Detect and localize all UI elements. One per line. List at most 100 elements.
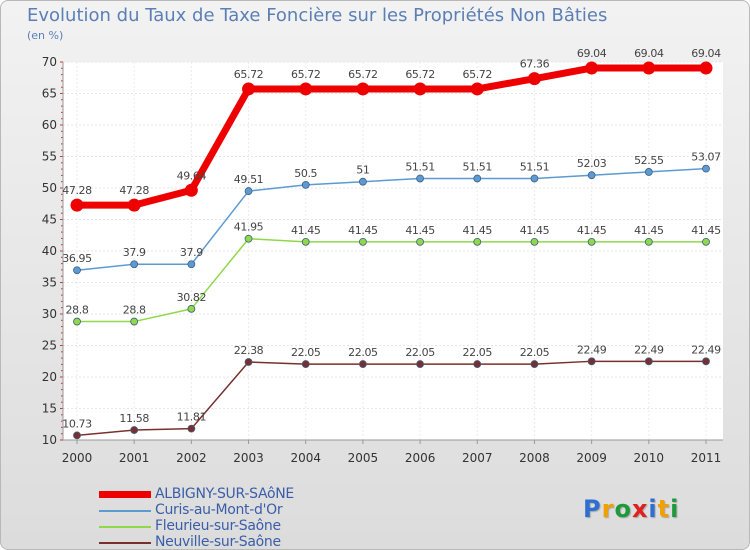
- x-tick-label: 2001: [119, 451, 150, 465]
- data-label: 65.72: [291, 68, 321, 81]
- data-point: [702, 357, 710, 366]
- data-point: [244, 358, 253, 366]
- data-point: [73, 317, 81, 326]
- data-point: [413, 82, 427, 96]
- y-tick-label: 10: [42, 433, 57, 447]
- x-tick-label: 2006: [405, 451, 436, 465]
- data-point: [587, 171, 596, 180]
- series-line: [73, 64, 710, 209]
- data-label: 65.72: [348, 68, 378, 81]
- data-label: 51.51: [520, 160, 550, 173]
- data-label: 22.49: [634, 343, 664, 356]
- data-label: 41.45: [405, 224, 435, 237]
- data-label: 41.95: [234, 221, 264, 234]
- data-point: [73, 266, 81, 275]
- data-label: 37.9: [180, 246, 203, 259]
- data-label: 41.45: [520, 224, 550, 237]
- data-point: [644, 357, 653, 366]
- data-label: 22.05: [291, 346, 321, 359]
- data-point: [642, 61, 656, 75]
- data-point: [127, 198, 141, 212]
- data-label: 41.45: [634, 224, 664, 237]
- data-label: 49.64: [177, 169, 207, 182]
- y-axis-unit-label: (en %): [27, 29, 64, 42]
- data-label: 10.73: [62, 417, 92, 430]
- data-point: [356, 82, 370, 96]
- data-point: [301, 360, 310, 368]
- data-point: [73, 431, 81, 440]
- data-label: 22.05: [463, 346, 493, 359]
- data-label: 41.45: [291, 224, 321, 237]
- data-label: 51.51: [463, 160, 493, 173]
- logo-letter: i: [648, 495, 658, 523]
- y-tick-label: 30: [42, 307, 57, 321]
- data-label: 53.07: [691, 151, 721, 164]
- y-tick-label: 25: [42, 339, 57, 353]
- data-label: 22.49: [691, 343, 721, 356]
- y-tick-label: 45: [42, 213, 57, 227]
- data-label: 65.72: [405, 68, 435, 81]
- x-tick-label: 2002: [176, 451, 207, 465]
- data-point: [359, 177, 367, 186]
- chart-title: Evolution du Taux de Taxe Foncière sur l…: [27, 5, 608, 26]
- proxiti-logo: Proxiti: [583, 495, 679, 523]
- data-label: 22.05: [520, 346, 550, 359]
- data-label: 30.82: [177, 291, 207, 304]
- legend-label-fleurieu: Fleurieu-sur-Saône: [155, 518, 281, 534]
- y-tick-label: 20: [42, 370, 57, 384]
- data-point: [416, 360, 424, 368]
- data-label: 51: [356, 164, 369, 177]
- data-point: [585, 61, 599, 75]
- y-tick-label: 60: [42, 118, 57, 132]
- y-tick-label: 35: [42, 276, 57, 290]
- data-label: 69.04: [691, 47, 721, 60]
- logo-letter: x: [631, 495, 649, 523]
- legend-swatch-albigny: [99, 491, 151, 498]
- data-label: 28.8: [66, 304, 89, 317]
- data-point: [184, 183, 198, 197]
- data-point: [699, 61, 713, 75]
- data-label: 22.49: [577, 343, 607, 356]
- data-label: 65.72: [234, 68, 264, 81]
- data-point: [359, 360, 367, 368]
- y-tick-label: 65: [42, 87, 57, 101]
- data-point: [301, 237, 310, 246]
- data-point: [470, 82, 484, 96]
- data-label: 50.5: [294, 167, 317, 180]
- logo-letter: t: [657, 495, 671, 523]
- data-point: [187, 424, 196, 433]
- data-point: [244, 187, 253, 195]
- y-tick-label: 70: [42, 55, 57, 69]
- data-point: [187, 304, 196, 313]
- series-line: [76, 360, 707, 437]
- data-label: 69.04: [577, 47, 607, 60]
- data-point: [130, 426, 139, 434]
- data-label: 41.45: [691, 224, 721, 237]
- legend-swatch-neuville: [99, 542, 151, 544]
- data-point: [587, 237, 596, 246]
- data-point: [473, 360, 482, 368]
- data-label: 36.95: [62, 252, 92, 265]
- legend-label-albigny: ALBIGNY-SUR-SAôNE: [155, 486, 294, 502]
- x-tick-label: 2009: [576, 451, 607, 465]
- data-label: 52.03: [577, 157, 607, 170]
- y-tick-label: 15: [42, 402, 57, 416]
- data-label: 51.51: [405, 160, 435, 173]
- legend-label-curis: Curis-au-Mont-d'Or: [155, 502, 283, 518]
- data-label: 47.28: [62, 184, 92, 197]
- data-label: 47.28: [119, 184, 149, 197]
- data-label: 37.9: [123, 246, 146, 259]
- data-label: 67.36: [520, 58, 550, 71]
- data-label: 69.04: [634, 47, 664, 60]
- x-tick-label: 2010: [634, 451, 665, 465]
- logo-letter: o: [614, 495, 632, 523]
- series-line: [76, 167, 707, 271]
- data-point: [70, 198, 84, 212]
- data-point: [527, 72, 541, 86]
- data-point: [242, 82, 256, 96]
- data-point: [530, 360, 539, 368]
- data-point: [530, 174, 539, 183]
- data-point: [473, 237, 482, 246]
- x-tick-label: 2000: [62, 451, 93, 465]
